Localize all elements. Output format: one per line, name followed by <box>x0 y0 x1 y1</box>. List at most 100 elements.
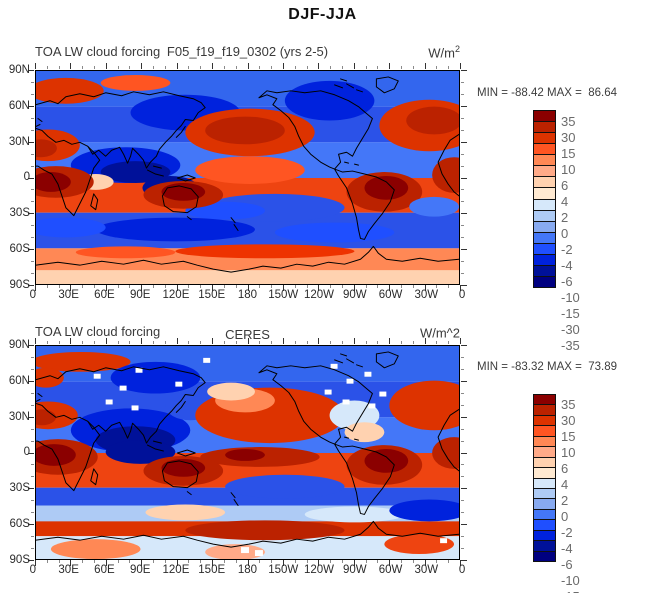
lat-tick-label: 60N <box>8 374 30 387</box>
colorbar-level-label: -6 <box>561 274 573 289</box>
lon-tick-label: 30W <box>414 289 439 301</box>
panel1-ticks-left <box>28 70 34 286</box>
colorbar-level-label: -30 <box>561 322 580 337</box>
colorbar-level-label: -4 <box>561 258 573 273</box>
panel1-ticks-bottom <box>35 285 461 291</box>
lon-tick-label: 180 <box>237 289 258 301</box>
colorbar-level-label: -2 <box>561 242 573 257</box>
lon-tick-label: 60E <box>94 289 115 301</box>
lon-tick-label: 90E <box>129 289 151 301</box>
lat-tick-label: 60S <box>9 243 30 256</box>
panel2-ticks-left <box>28 345 34 561</box>
lon-tick-label: 30W <box>414 564 439 576</box>
panel1-lat-axis: 90N 60N 30N 0 30S 60S 90S <box>0 62 30 293</box>
lon-tick-label: 60E <box>94 564 115 576</box>
panel1-units-base: W/m <box>428 45 455 61</box>
colorbar-level-label: 15 <box>561 146 576 161</box>
lon-tick-label: 150W <box>268 564 299 576</box>
lon-tick-label: 90W <box>342 289 367 301</box>
colorbar-level-label: 30 <box>561 413 576 428</box>
colorbar-level-label: 30 <box>561 130 576 145</box>
lon-tick-label: 90E <box>129 564 151 576</box>
colorbar-level-label: 15 <box>561 429 576 444</box>
panel2-ticks-right <box>461 345 467 561</box>
lon-tick-label: 120W <box>303 564 335 576</box>
colorbar-level-label: -35 <box>561 338 580 353</box>
lon-tick-label: 30E <box>58 289 79 301</box>
colorbar-level-label: 2 <box>561 210 569 225</box>
lat-tick-label: 90N <box>8 339 30 351</box>
lat-tick-label: 0 <box>23 171 30 184</box>
panel2-map <box>35 345 460 560</box>
lon-tick-label: 120E <box>162 564 190 576</box>
panel2-ticks-bottom <box>35 560 461 566</box>
lat-tick-label: 90S <box>9 553 30 566</box>
lon-tick-label: 150W <box>268 289 299 301</box>
panel1-minmax-stats: MIN = -88.42 MAX = 86.64 <box>477 87 617 99</box>
colorbar-level-label: -15 <box>561 589 601 593</box>
panel1-title-variable: TOA LW cloud forcing <box>35 44 161 59</box>
panel2-lon-axis: 0 30E 60E 90E 120E 150E 180 150W 120W 90W 60W 30W 0 <box>15 564 480 578</box>
colorbar-level-label: 0 <box>561 509 569 524</box>
lon-tick-label: 0 <box>29 564 37 576</box>
panel2-units-label: W/m^2 <box>35 324 460 340</box>
panel1-units-sup: 2 <box>454 44 460 54</box>
missing-data-cells <box>93 357 448 557</box>
lon-tick-label: 150E <box>198 564 226 576</box>
lat-tick-label: 30N <box>8 410 30 423</box>
panel2-ticks-top <box>35 338 461 344</box>
lon-tick-label: 0 <box>458 289 466 301</box>
panel2-lat-axis: 90N 60N 30N 0 30S 60S 90S <box>0 337 30 568</box>
colorbar-level-label: 2 <box>561 493 569 508</box>
lon-tick-label: 90W <box>342 564 367 576</box>
panel2-contour-field <box>36 346 459 559</box>
colorbar-level-label: -2 <box>561 525 573 540</box>
colorbar-swatch <box>533 550 556 562</box>
lat-tick-label: 30S <box>9 207 30 220</box>
panel1-units-label: W/m2 <box>35 44 460 60</box>
panel2-colorbar <box>533 394 556 562</box>
lat-tick-label: 30S <box>9 482 30 495</box>
lat-tick-label: 90N <box>8 64 30 76</box>
panel1-lon-axis: 0 30E 60E 90E 120E 150E 180 150W 120W 90W 60W 30W 0 <box>15 289 480 303</box>
lat-tick-label: 60S <box>9 518 30 531</box>
panel1-title-case: F05_f19_f19_0302 (yrs 2-5) <box>166 44 329 59</box>
lat-tick-label: 90S <box>9 278 30 291</box>
colorbar-level-label: 35 <box>561 114 576 129</box>
colorbar-level-label: 0 <box>561 226 569 241</box>
lon-tick-label: 30E <box>58 564 79 576</box>
colorbar-level-label: -4 <box>561 541 573 556</box>
panel1-contour-field <box>36 71 459 284</box>
colorbar-level-label: 35 <box>561 397 576 412</box>
colorbar-level-label: 10 <box>561 445 576 460</box>
lat-tick-label: 0 <box>23 446 30 459</box>
colorbar-level-label: 10 <box>561 162 576 177</box>
lat-tick-label: 30N <box>8 135 30 148</box>
figure-title: DJF-JJA <box>288 6 357 23</box>
panel1-colorbar <box>533 110 556 288</box>
panel1-colorbar-labels: 35 30 15 10 6 4 2 0 -2 -4 -6 -10 -15 -30 -35 <box>561 114 601 353</box>
panel1-ticks-top <box>35 63 461 69</box>
panel2-title-case: CERES <box>225 327 270 342</box>
panel1-ticks-right <box>461 70 467 286</box>
lon-tick-label: 60W <box>378 289 403 301</box>
panel1-map <box>35 70 460 285</box>
lon-tick-label: 150E <box>198 289 226 301</box>
lon-tick-label: 120W <box>303 289 335 301</box>
colorbar-level-label: -10 <box>561 290 580 305</box>
lon-tick-label: 60W <box>378 564 403 576</box>
colorbar-level-label: -10 <box>561 573 580 588</box>
colorbar-level-label: 6 <box>561 178 569 193</box>
colorbar-swatch <box>533 275 556 288</box>
lon-tick-label: 180 <box>237 564 258 576</box>
lat-tick-label: 60N <box>8 99 30 112</box>
colorbar-level-label: -6 <box>561 557 573 572</box>
lon-tick-label: 0 <box>29 289 37 301</box>
colorbar-level-label: 4 <box>561 194 569 209</box>
panel2-title-variable: TOA LW cloud forcing <box>35 324 161 339</box>
lon-tick-label: 120E <box>162 289 190 301</box>
lon-tick-label: 0 <box>458 564 466 576</box>
colorbar-level-label: -15 <box>561 306 580 321</box>
